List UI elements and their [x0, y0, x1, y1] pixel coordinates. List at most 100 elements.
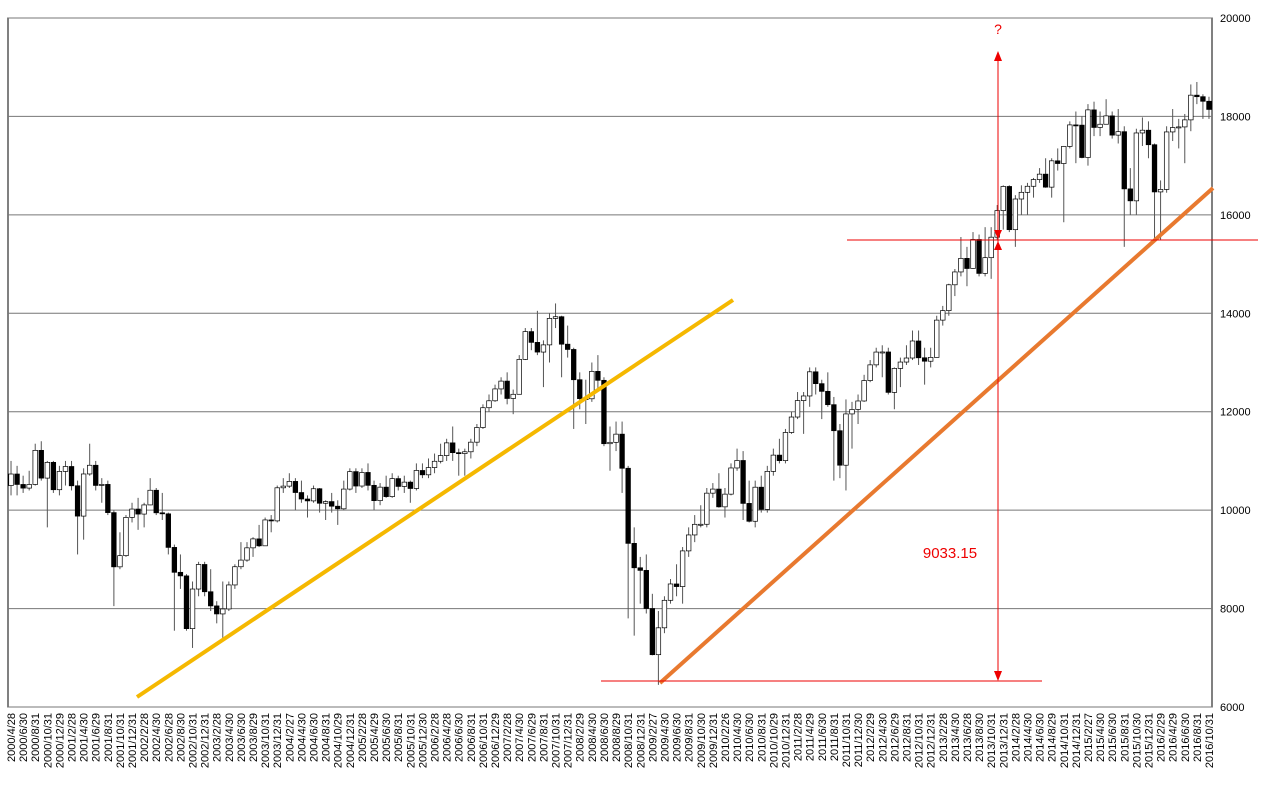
candle-body [177, 571, 184, 577]
candle-body [813, 371, 819, 385]
candle-body [855, 400, 861, 410]
x-tick-label: 2003/2/28 [212, 713, 224, 762]
candle-body [867, 364, 873, 381]
x-tick-label: 2011/6/30 [817, 713, 829, 761]
candle-body [982, 257, 988, 274]
candle-body [383, 486, 389, 497]
candle-body [220, 608, 226, 615]
x-tick-label: 2002/4/30 [151, 713, 163, 762]
x-tick-label: 2004/4/30 [296, 713, 308, 762]
x-tick-label: 2006/12/29 [490, 713, 502, 768]
x-tick-label: 2006/2/28 [430, 713, 442, 762]
y-tick-label: 18000 [1220, 111, 1251, 123]
candle-body [111, 512, 117, 568]
candle-body [722, 493, 728, 508]
candle-body [1061, 146, 1067, 164]
candle-body [462, 451, 468, 454]
x-tick-label: 2007/12/31 [563, 713, 575, 768]
trend-lines [135, 51, 1258, 699]
arrow-head [994, 230, 1002, 239]
candle-body [964, 258, 970, 269]
candle-body [794, 400, 801, 418]
candle-body [413, 470, 420, 489]
x-tick-label: 2003/6/30 [236, 713, 248, 762]
x-tick-label: 2008/12/31 [635, 713, 647, 768]
candle-body [976, 239, 982, 274]
x-tick-label: 2012/2/29 [865, 713, 877, 762]
candle-body [1085, 109, 1091, 158]
candle-body [407, 481, 413, 489]
candle-body [244, 547, 250, 561]
candle-body [655, 627, 662, 656]
x-tick-label: 2008/8/29 [611, 713, 623, 762]
candle-body [1030, 179, 1037, 187]
candle-body [292, 481, 299, 493]
candle-body [456, 452, 462, 455]
candle-body [171, 547, 178, 573]
x-tick-label: 2014/6/30 [1035, 713, 1047, 762]
candle-body [740, 460, 746, 504]
x-tick-label: 2002/8/30 [175, 713, 187, 762]
candle-body [1103, 115, 1109, 125]
candle-body [577, 379, 583, 399]
x-tick-label: 2001/10/31 [115, 713, 127, 768]
x-tick-label: 2009/10/30 [696, 713, 708, 768]
candle-body [117, 555, 123, 568]
candle-body [903, 357, 910, 363]
candle-body [831, 404, 837, 432]
candle-body [1127, 188, 1133, 202]
candle-body [1000, 186, 1006, 211]
x-tick-label: 2004/8/31 [321, 713, 333, 762]
candle-body [940, 310, 946, 321]
x-tick-label: 2008/2/29 [575, 713, 587, 762]
x-tick-label: 2014/12/31 [1071, 713, 1083, 768]
x-tick-label: 2011/10/31 [841, 713, 853, 767]
support-line [658, 186, 1215, 685]
candle-body [1073, 124, 1079, 127]
candle-body [1163, 131, 1170, 190]
x-tick-label: 2012/4/30 [877, 713, 889, 762]
candle-body [698, 523, 704, 526]
candle-body [480, 407, 486, 428]
candle-body [988, 236, 994, 259]
x-tick-label: 2016/2/29 [1156, 713, 1168, 762]
candle-body [123, 517, 129, 557]
candle-body [304, 498, 311, 502]
candle-body [915, 340, 922, 359]
candle-body [952, 271, 958, 286]
candle-body [256, 538, 262, 547]
candle-body [87, 464, 93, 475]
candle-body [371, 484, 377, 501]
candle-body [661, 599, 668, 629]
candle-body [1067, 124, 1073, 147]
candle-body [38, 449, 44, 479]
x-tick-label: 2016/4/29 [1168, 713, 1180, 762]
y-tick-label: 14000 [1220, 308, 1251, 320]
candle-body [649, 608, 656, 656]
candle-body [316, 488, 323, 504]
candle-body [861, 380, 867, 402]
x-tick-label: 2011/12/30 [853, 713, 865, 767]
candle-body [419, 470, 426, 476]
candle-body [564, 343, 571, 350]
x-tick-label: 2008/6/30 [599, 713, 611, 762]
candle-body [159, 512, 165, 515]
candle-body [1176, 126, 1182, 129]
x-tick-label: 2009/2/27 [647, 713, 659, 762]
x-tick-label: 2009/8/31 [684, 713, 696, 762]
candle-body [516, 359, 522, 395]
candle-body [201, 564, 208, 593]
candle-body [643, 570, 649, 609]
x-tick-label: 2013/10/31 [986, 713, 998, 768]
candle-body [232, 566, 238, 586]
candle-body [958, 258, 964, 273]
arrow-head [994, 241, 1002, 250]
y-tick-label: 12000 [1220, 407, 1251, 419]
candle-body [819, 383, 825, 392]
candle-body [141, 504, 147, 515]
candle-body [74, 485, 81, 517]
candle-body [613, 433, 619, 443]
candle-body [268, 519, 274, 522]
